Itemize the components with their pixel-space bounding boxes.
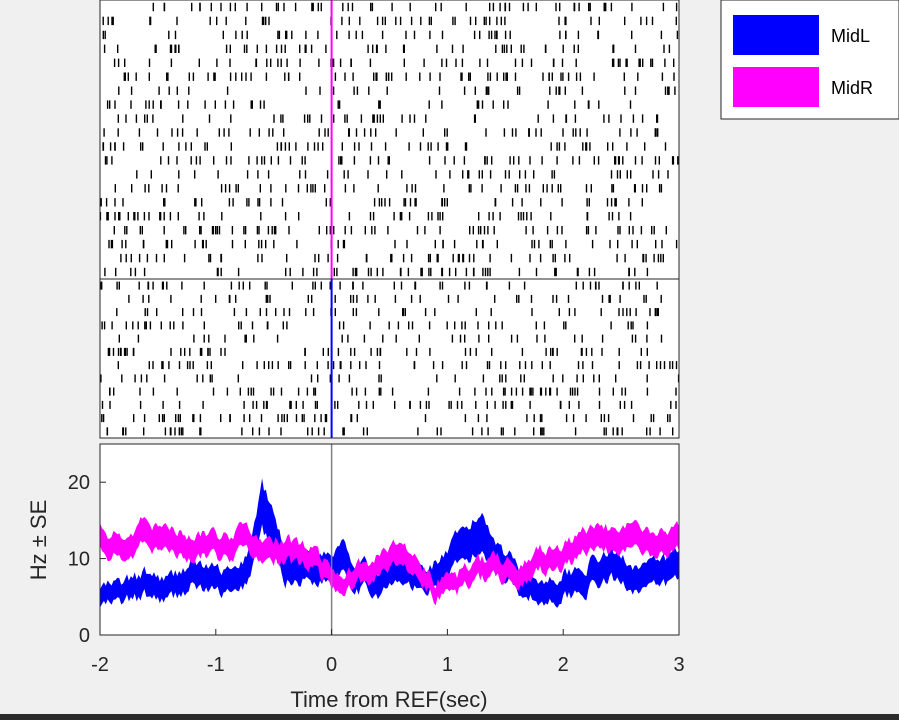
y-axis-ticks: 0 10 20	[68, 472, 106, 647]
x-tick-label: -1	[207, 654, 225, 676]
y-axis-label: Hz ± SE	[26, 500, 51, 581]
x-tick-label: -2	[91, 654, 109, 676]
x-tick-label: 1	[442, 654, 453, 676]
legend: MidL MidR	[720, 0, 899, 120]
x-tick-label: 0	[326, 654, 337, 676]
raster-midr-spikes	[99, 2, 679, 277]
legend-label-midl: MidL	[831, 26, 870, 46]
x-tick-label: 2	[558, 654, 569, 676]
x-axis-label: Time from REF(sec)	[290, 687, 487, 712]
legend-label-midr: MidR	[831, 78, 873, 98]
psth-band-midl	[100, 478, 679, 608]
raster-panel-midr-background	[100, 0, 679, 279]
y-tick-label: 0	[79, 625, 90, 647]
raster-panel-midr	[99, 0, 680, 280]
psth-bands	[100, 478, 679, 608]
psth-panel-frame	[99, 443, 680, 636]
raster-panel-midl	[99, 278, 680, 439]
raster-midl-spikes	[100, 281, 680, 436]
window-bottom-edge	[0, 714, 899, 720]
legend-swatch-midr	[733, 67, 819, 107]
legend-swatch-midl	[733, 15, 819, 55]
y-tick-label: 20	[68, 472, 90, 494]
psth-panel: -2 -1 0 1 2 3 0 10 20 Time from REF(sec) Hz ± S…	[26, 443, 685, 712]
y-tick-label: 10	[68, 549, 90, 571]
psth-band-midr	[100, 517, 679, 606]
x-tick-label: 3	[673, 654, 684, 676]
x-axis-ticks: -2 -1 0 1 2 3	[91, 629, 685, 676]
raster-panel-midl-frame	[99, 278, 680, 439]
raster-panel-midl-background	[100, 279, 679, 438]
